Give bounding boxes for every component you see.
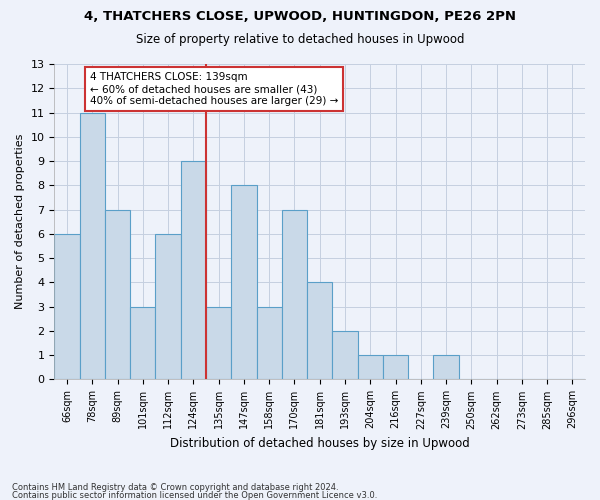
Text: Contains HM Land Registry data © Crown copyright and database right 2024.: Contains HM Land Registry data © Crown c… (12, 484, 338, 492)
Text: Size of property relative to detached houses in Upwood: Size of property relative to detached ho… (136, 32, 464, 46)
Bar (80, 112, 105, 380)
Bar (307, 282, 332, 380)
Bar (55, 234, 80, 380)
Bar (130, 306, 155, 380)
Text: 4 THATCHERS CLOSE: 139sqm
← 60% of detached houses are smaller (43)
40% of semi-: 4 THATCHERS CLOSE: 139sqm ← 60% of detac… (90, 72, 338, 106)
Bar (358, 355, 383, 380)
X-axis label: Distribution of detached houses by size in Upwood: Distribution of detached houses by size … (170, 437, 470, 450)
Bar (231, 186, 257, 380)
Bar (181, 161, 206, 380)
Bar (105, 210, 130, 380)
Bar (155, 234, 181, 380)
Bar (206, 306, 231, 380)
Text: Contains public sector information licensed under the Open Government Licence v3: Contains public sector information licen… (12, 490, 377, 500)
Y-axis label: Number of detached properties: Number of detached properties (15, 134, 25, 310)
Bar (257, 306, 282, 380)
Bar (332, 331, 358, 380)
Text: 4, THATCHERS CLOSE, UPWOOD, HUNTINGDON, PE26 2PN: 4, THATCHERS CLOSE, UPWOOD, HUNTINGDON, … (84, 10, 516, 23)
Bar (433, 355, 458, 380)
Bar (282, 210, 307, 380)
Bar (383, 355, 408, 380)
